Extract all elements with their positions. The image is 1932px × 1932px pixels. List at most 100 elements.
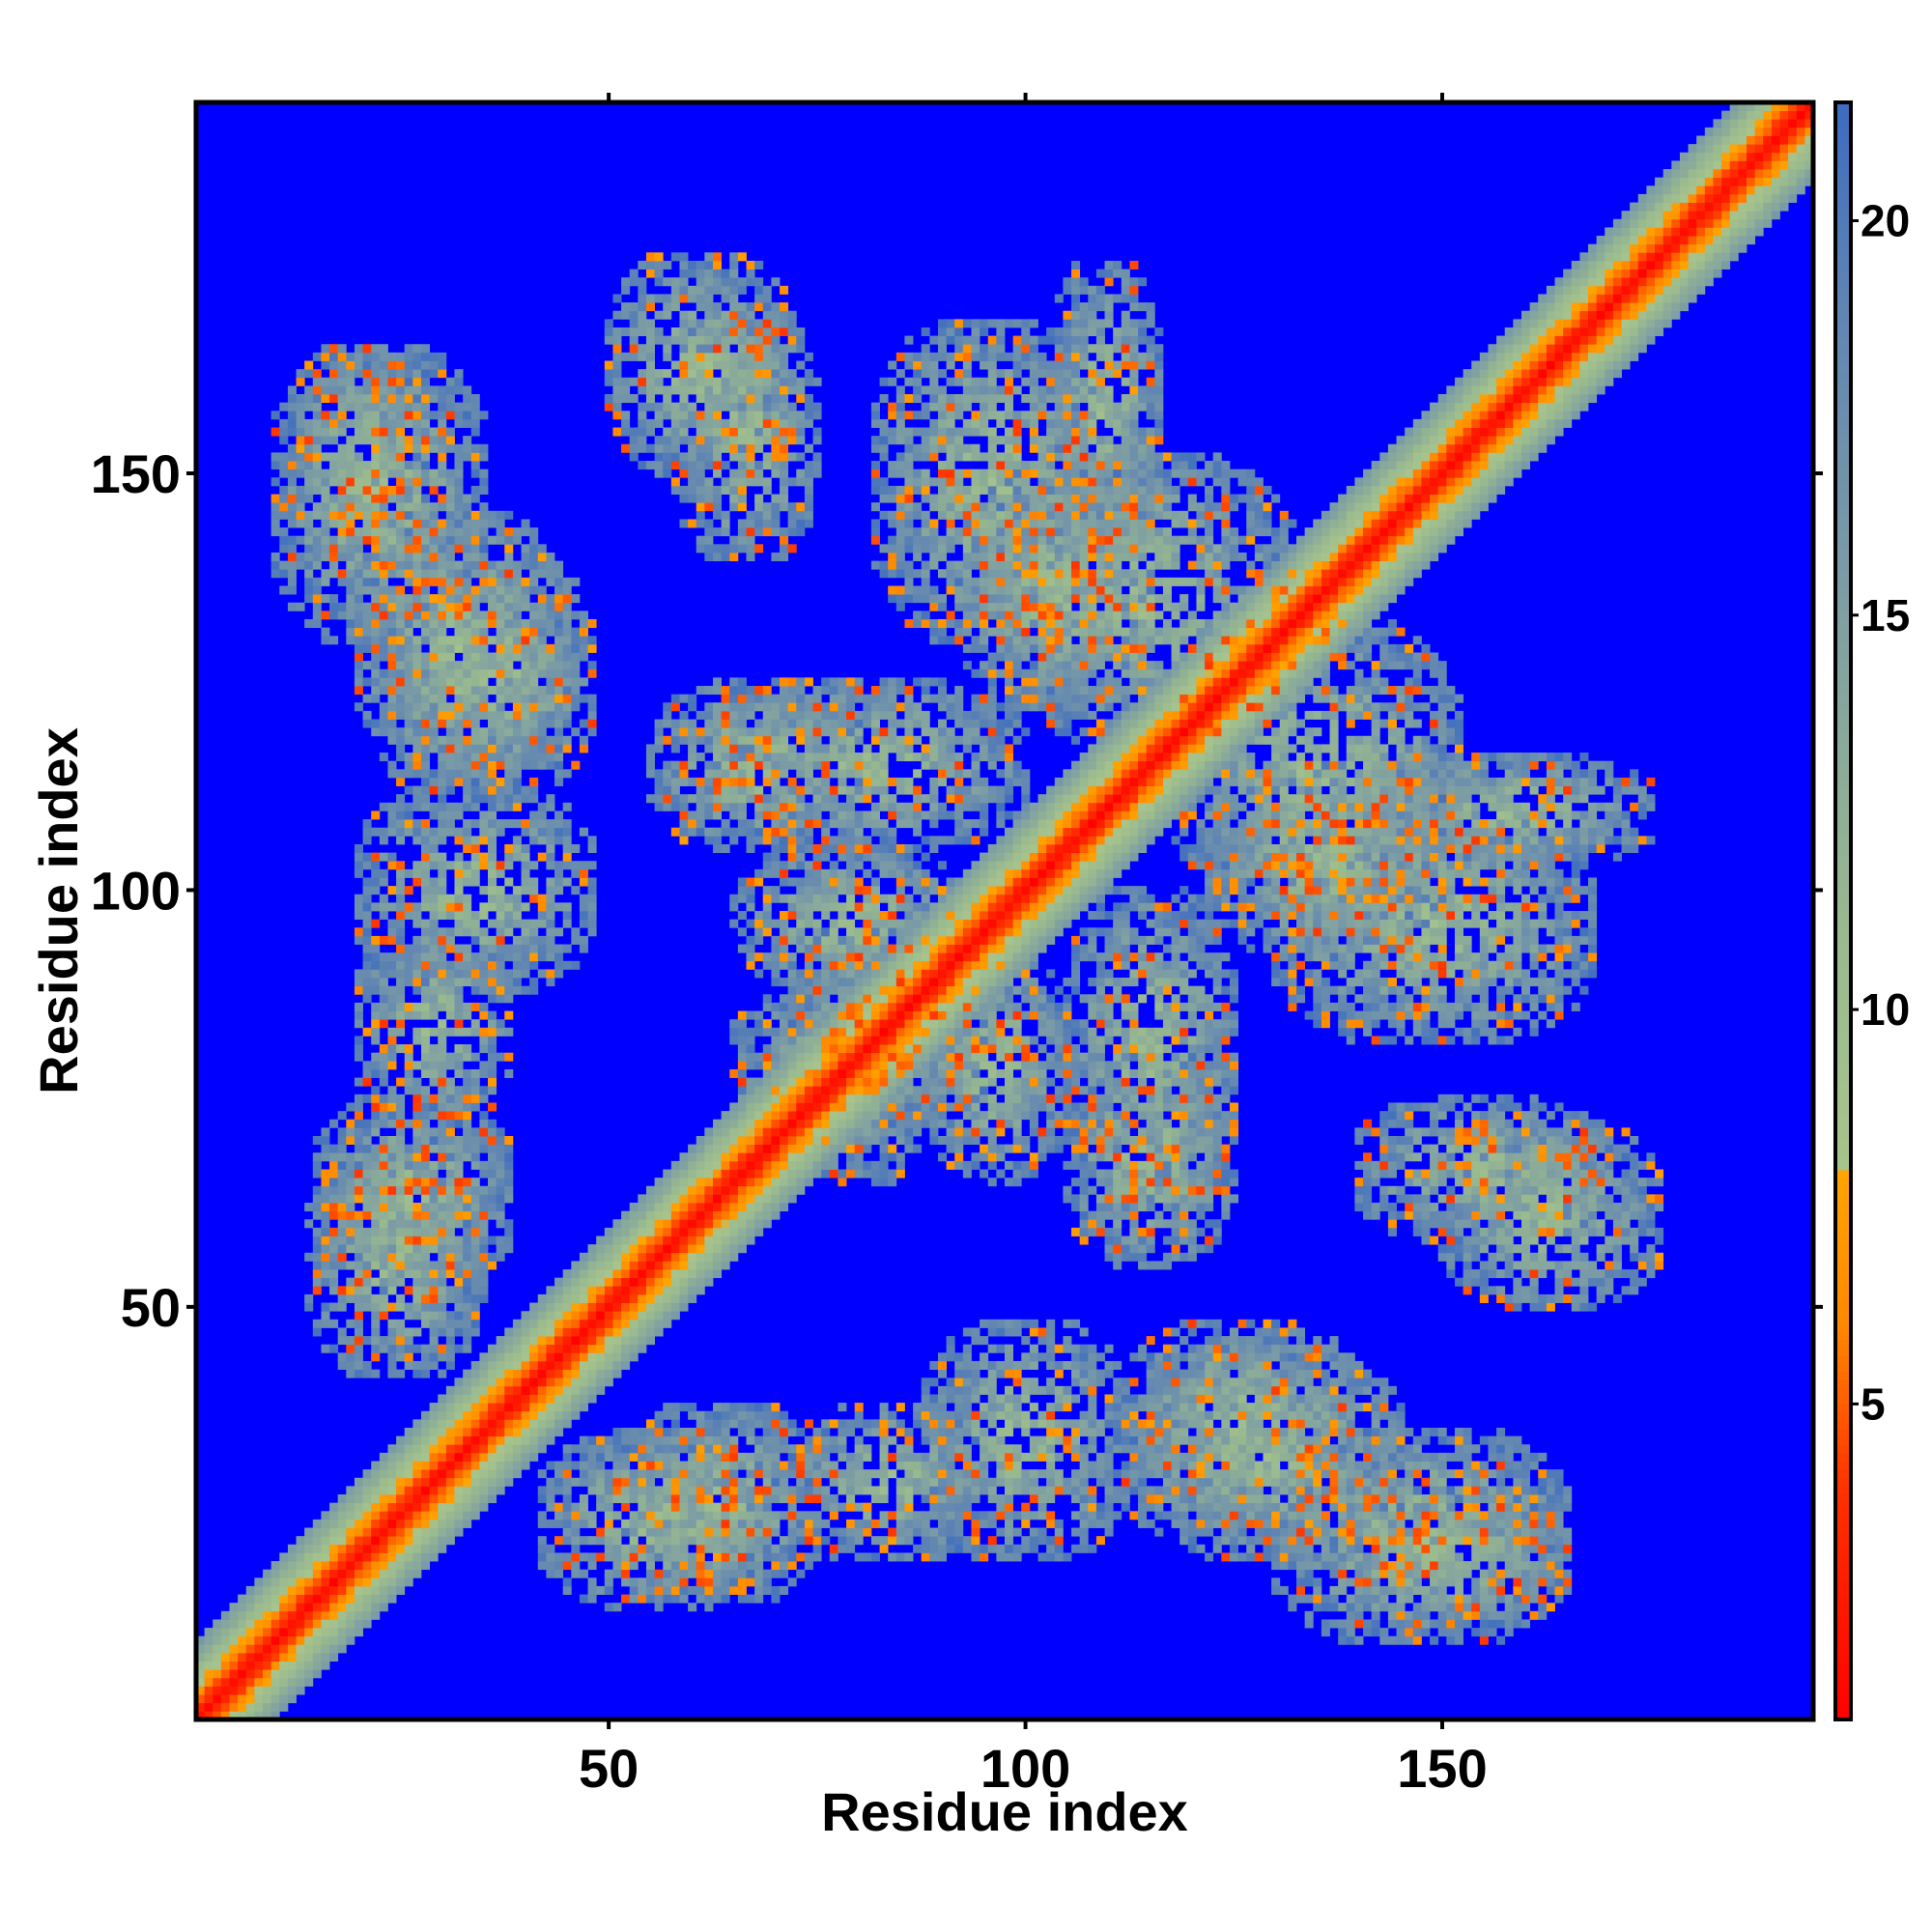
heatmap-cell xyxy=(412,469,422,478)
heatmap-cell xyxy=(688,819,697,829)
heatmap-cell xyxy=(420,1486,431,1495)
heatmap-cell xyxy=(688,1561,697,1571)
heatmap-cell xyxy=(220,1669,230,1679)
heatmap-cell xyxy=(445,385,455,395)
heatmap-cell xyxy=(488,1403,497,1412)
heatmap-cell xyxy=(420,594,431,604)
heatmap-cell xyxy=(645,1561,655,1571)
heatmap-cell xyxy=(420,852,431,862)
heatmap-cell xyxy=(296,1552,305,1562)
heatmap-cell xyxy=(537,852,547,862)
heatmap-cell xyxy=(312,1252,322,1262)
heatmap-cell xyxy=(645,1302,655,1312)
heatmap-cell xyxy=(454,661,464,670)
heatmap-cell xyxy=(562,827,572,837)
heatmap-cell xyxy=(562,902,572,912)
heatmap-cell xyxy=(354,427,363,437)
heatmap-cell xyxy=(420,527,431,537)
heatmap-cell xyxy=(554,569,564,579)
heatmap-cell xyxy=(371,585,381,595)
heatmap-cell xyxy=(379,502,388,512)
heatmap-cell xyxy=(346,1352,355,1362)
heatmap-cell xyxy=(463,594,472,604)
heatmap-cell xyxy=(688,777,697,786)
heatmap-cell xyxy=(679,1252,689,1262)
heatmap-cell xyxy=(396,1144,406,1153)
heatmap-cell xyxy=(504,1394,514,1404)
heatmap-cell xyxy=(429,1552,439,1562)
heatmap-cell xyxy=(396,927,406,937)
heatmap-cell xyxy=(379,1185,388,1195)
heatmap-cell xyxy=(746,344,755,354)
heatmap-cell xyxy=(404,1219,413,1229)
heatmap-cell xyxy=(387,1244,397,1254)
heatmap-cell xyxy=(688,294,697,303)
heatmap-cell xyxy=(346,1511,355,1520)
heatmap-cell xyxy=(337,1227,347,1236)
heatmap-cell xyxy=(412,485,422,495)
heatmap-cell xyxy=(521,668,530,678)
heatmap-cell xyxy=(312,1203,322,1212)
heatmap-cell xyxy=(304,519,314,528)
heatmap-cell xyxy=(670,1178,680,1187)
heatmap-cell xyxy=(746,369,755,379)
heatmap-cell xyxy=(587,894,597,903)
heatmap-cell xyxy=(420,827,431,837)
heatmap-cell xyxy=(737,894,747,903)
heatmap-cell xyxy=(670,1244,680,1254)
heatmap-cell xyxy=(287,1644,297,1654)
heatmap-cell xyxy=(321,1277,330,1287)
heatmap-cell xyxy=(470,852,480,862)
heatmap-cell xyxy=(379,1094,388,1103)
heatmap-cell xyxy=(379,802,388,811)
heatmap-cell xyxy=(638,1544,647,1553)
heatmap-cell xyxy=(746,436,755,445)
heatmap-cell xyxy=(670,1194,680,1204)
heatmap-cell xyxy=(463,694,472,703)
heatmap-cell xyxy=(438,710,447,720)
heatmap-cell xyxy=(454,1086,464,1095)
heatmap-cell xyxy=(463,677,472,687)
heatmap-cell xyxy=(263,1577,272,1587)
heatmap-cell xyxy=(512,769,522,779)
heatmap-cell xyxy=(229,1603,239,1612)
heatmap-cell xyxy=(712,461,723,470)
heatmap-cell xyxy=(321,611,330,620)
heatmap-cell xyxy=(387,377,397,386)
heatmap-cell xyxy=(496,994,505,1004)
heatmap-cell xyxy=(463,411,472,420)
heatmap-cell xyxy=(454,1293,464,1303)
heatmap-cell xyxy=(329,385,339,395)
heatmap-cell xyxy=(604,1293,613,1303)
heatmap-cell xyxy=(670,477,680,487)
heatmap-cell xyxy=(404,469,413,478)
heatmap-cell xyxy=(371,402,381,412)
heatmap-cell xyxy=(404,352,413,361)
heatmap-cell xyxy=(679,1511,689,1520)
heatmap-cell xyxy=(387,902,397,912)
heatmap-cell xyxy=(737,1561,747,1571)
heatmap-cell xyxy=(645,1502,655,1512)
heatmap-cell xyxy=(612,1360,622,1370)
heatmap-cell xyxy=(362,627,372,637)
heatmap-cell xyxy=(404,1502,413,1512)
heatmap-cell xyxy=(379,1203,388,1212)
heatmap-cell xyxy=(579,944,588,953)
heatmap-cell xyxy=(504,769,514,779)
heatmap-cell xyxy=(379,1044,388,1054)
heatmap-cell xyxy=(696,285,705,295)
heatmap-cell xyxy=(488,1394,497,1404)
heatmap-cell xyxy=(629,344,639,354)
heatmap-cell xyxy=(721,402,730,412)
heatmap-cell xyxy=(379,1002,388,1011)
heatmap-cell xyxy=(404,960,413,970)
heatmap-cell xyxy=(604,1302,613,1312)
heatmap-cell xyxy=(688,310,697,320)
heatmap-cell xyxy=(463,661,472,670)
heatmap-cell xyxy=(454,385,464,395)
heatmap-cell xyxy=(429,1327,439,1337)
heatmap-cell xyxy=(445,1336,455,1346)
heatmap-cell xyxy=(470,394,480,404)
heatmap-cell xyxy=(645,1236,655,1245)
heatmap-cell xyxy=(396,1536,406,1546)
